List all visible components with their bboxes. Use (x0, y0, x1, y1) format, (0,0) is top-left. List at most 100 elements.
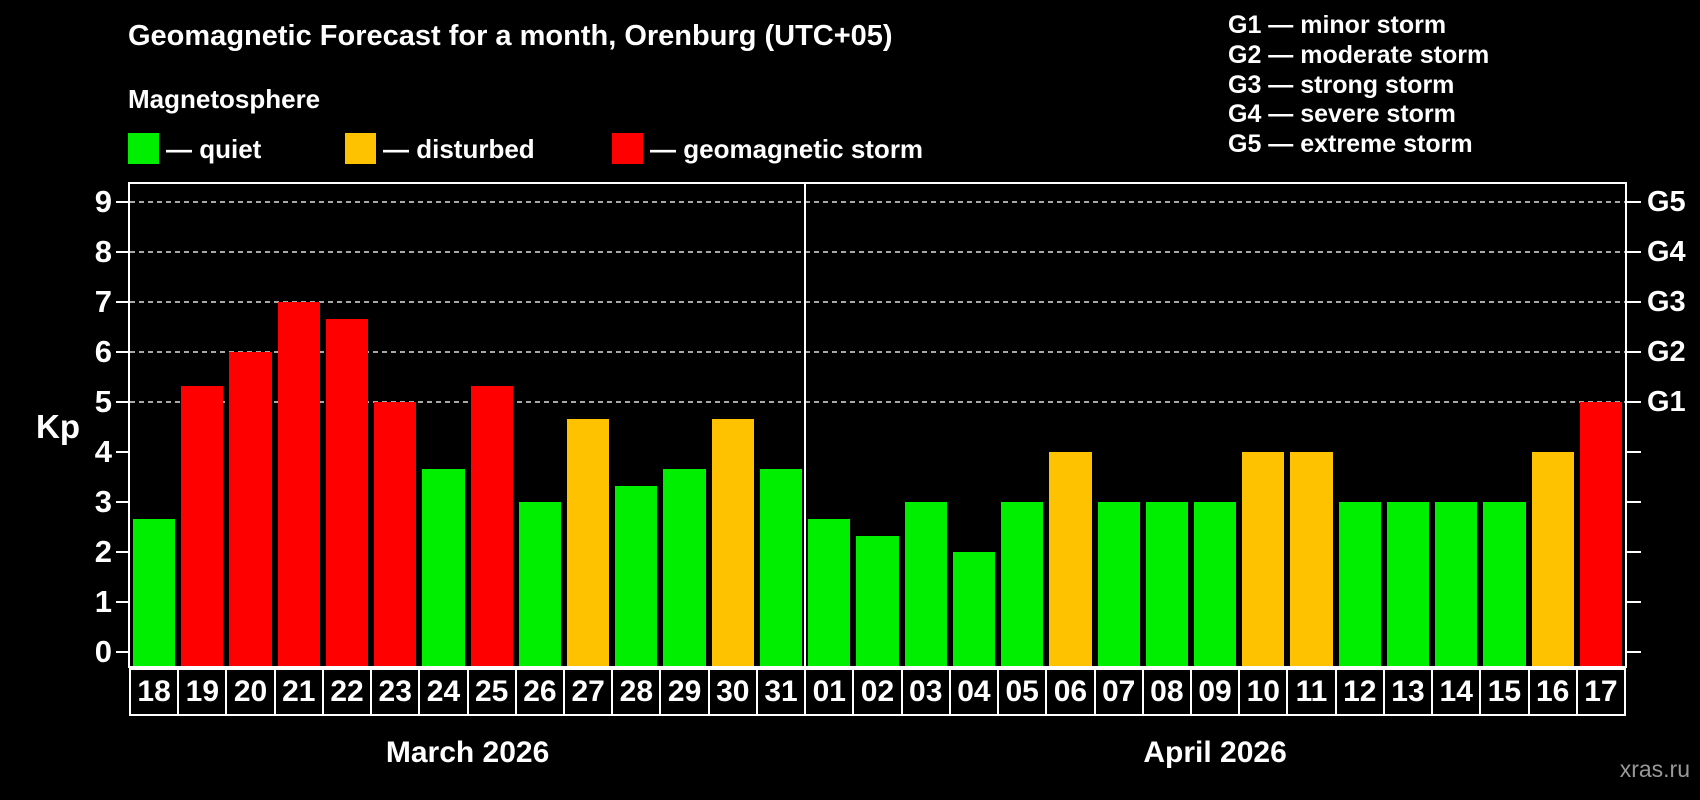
y-axis-tick (116, 301, 130, 303)
day-label: 03 (900, 668, 951, 716)
gridline (130, 251, 1625, 253)
day-label: 28 (611, 668, 662, 716)
day-label: 17 (1575, 668, 1626, 716)
kp-bar (615, 485, 658, 666)
y-axis-tick-label: 6 (94, 334, 112, 369)
day-label: 15 (1479, 668, 1530, 716)
y-axis-tick (116, 401, 130, 403)
y-axis-tick-label: 7 (94, 284, 112, 319)
right-axis-tick (1627, 351, 1641, 353)
y-axis-tick-label: 4 (94, 434, 112, 469)
day-label: 10 (1238, 668, 1289, 716)
chart-subtitle: Magnetosphere (128, 84, 321, 114)
gridline (130, 201, 1625, 203)
y-axis-tick (116, 201, 130, 203)
month-label: April 2026 (1143, 736, 1287, 769)
day-label: 16 (1527, 668, 1578, 716)
g-axis-label: G4 (1647, 236, 1686, 268)
kp-bar (1193, 502, 1237, 666)
y-axis-tick-label: 1 (94, 584, 112, 619)
day-label: 21 (273, 668, 324, 716)
day-label: 08 (1141, 668, 1192, 716)
month-label: March 2026 (385, 736, 550, 769)
day-label: 20 (225, 668, 276, 716)
legend-label-disturbed: — disturbed (383, 134, 535, 164)
watermark: xras.ru (1619, 756, 1690, 782)
kp-bar (567, 418, 610, 666)
right-axis-tick (1627, 251, 1641, 253)
kp-bar (422, 468, 465, 666)
y-axis-tick (116, 551, 130, 553)
quiet-swatch-icon (128, 133, 159, 164)
right-axis-tick (1627, 501, 1641, 503)
day-label: 29 (659, 668, 710, 716)
plot-area (128, 182, 1627, 668)
kp-bar (808, 518, 851, 666)
day-label: 31 (755, 668, 807, 716)
y-axis-tick (116, 451, 130, 453)
g-legend-line: G2 — moderate storm (1228, 40, 1490, 69)
day-label: 02 (852, 668, 903, 716)
kp-bar (1145, 502, 1188, 666)
y-axis-tick-label: 8 (94, 234, 112, 269)
day-label: 14 (1431, 668, 1482, 716)
kp-bar (759, 468, 803, 666)
gridline (130, 301, 1625, 303)
y-axis-tick (116, 251, 130, 253)
kp-bar (133, 518, 176, 666)
y-axis-tick-label: 2 (94, 534, 112, 569)
kp-bar (277, 302, 320, 666)
right-axis-tick (1627, 201, 1641, 203)
kp-bar (518, 502, 562, 666)
kp-bar (711, 418, 754, 666)
y-axis-title: Kp (36, 408, 80, 445)
disturbed-swatch-icon (345, 133, 376, 164)
kp-bar (856, 535, 899, 666)
right-axis-tick (1627, 551, 1641, 553)
day-label: 23 (370, 668, 421, 716)
day-label: 05 (997, 668, 1048, 716)
right-axis-tick (1627, 601, 1641, 603)
day-label: 12 (1334, 668, 1385, 716)
kp-bar (1579, 402, 1622, 666)
right-axis-tick (1627, 451, 1641, 453)
kp-bar (374, 402, 417, 666)
kp-bar (1001, 502, 1044, 666)
y-axis-tick-label: 3 (94, 484, 112, 519)
y-axis-tick (116, 601, 130, 603)
kp-bar (1338, 502, 1381, 666)
right-axis-tick (1627, 301, 1641, 303)
page-title: Geomagnetic Forecast for a month, Orenbu… (128, 20, 893, 52)
y-axis-tick-label: 5 (94, 384, 112, 419)
y-axis-tick-label: 9 (94, 184, 112, 219)
day-label: 06 (1045, 668, 1096, 716)
kp-bar (1242, 452, 1285, 666)
y-axis-tick-label: 0 (94, 634, 112, 669)
day-label: 26 (514, 668, 566, 716)
g-legend-line: G5 — extreme storm (1228, 130, 1473, 159)
right-axis-tick (1627, 651, 1641, 653)
day-label: 30 (707, 668, 758, 716)
gridline (130, 351, 1625, 353)
g-scale-legend: G1 — minor storm G2 — moderate storm G3 … (1228, 11, 1489, 160)
kp-bar (1483, 502, 1526, 666)
kp-bar (1049, 452, 1092, 666)
g-legend-line: G3 — strong storm (1228, 70, 1455, 99)
day-label: 22 (321, 668, 373, 716)
y-axis-tick (116, 351, 130, 353)
storm-swatch-icon (612, 133, 643, 164)
kp-bar (1386, 502, 1430, 666)
kp-bar (229, 352, 272, 666)
g-axis-label: G2 (1647, 336, 1686, 368)
kp-bar (470, 385, 513, 666)
y-axis-tick (116, 651, 130, 653)
right-axis-tick (1627, 401, 1641, 403)
day-label: 18 (129, 668, 180, 716)
kp-bar (1531, 452, 1574, 666)
g-axis-label: G3 (1647, 286, 1686, 318)
kp-bar (1290, 452, 1333, 666)
day-label: 19 (177, 668, 228, 716)
g-axis-label: G5 (1647, 186, 1686, 218)
day-label: 01 (804, 668, 855, 716)
kp-bar (181, 385, 224, 666)
